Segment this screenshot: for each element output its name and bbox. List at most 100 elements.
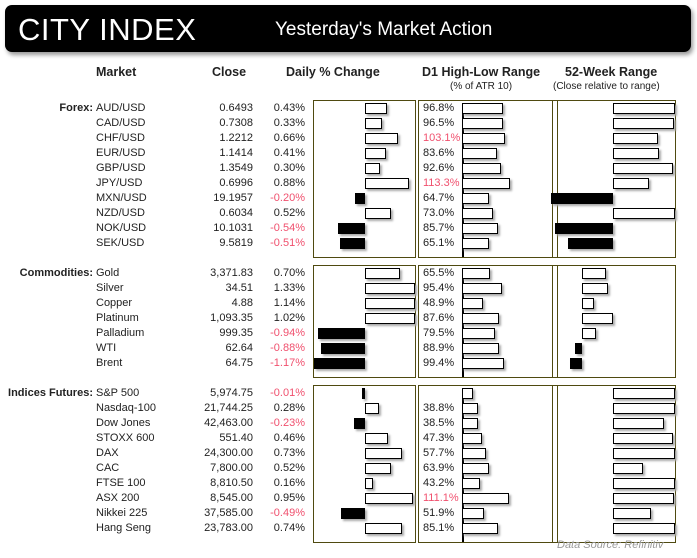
daily-change-bar xyxy=(365,208,391,219)
52-week-range-bar xyxy=(613,418,665,429)
daily-change-value: -0.23% xyxy=(270,417,305,429)
daily-change-value: 1.02% xyxy=(273,312,305,324)
market-name: AUD/USD xyxy=(96,102,146,114)
market-name: CAC xyxy=(96,462,120,474)
d1-range-value: 79.5% xyxy=(423,327,455,339)
d1-range-value: 65.5% xyxy=(423,267,455,279)
market-name: MXN/USD xyxy=(96,192,147,204)
daily-change-bar xyxy=(365,478,373,489)
close-value: 62.64 xyxy=(225,342,253,354)
daily-change-panel xyxy=(313,100,416,258)
market-name: ASX 200 xyxy=(96,492,140,504)
close-value: 1.2212 xyxy=(219,132,253,144)
d1-range-value: 47.3% xyxy=(423,432,455,444)
d1-range-bar xyxy=(462,283,503,294)
daily-change-value: -0.20% xyxy=(270,192,305,204)
52-week-range-bar xyxy=(613,508,652,519)
daily-change-bar xyxy=(365,163,380,174)
52-week-range-bar xyxy=(582,313,613,324)
market-name: Palladium xyxy=(96,327,145,339)
section-label: Forex: xyxy=(59,102,93,114)
daily-change-value: 1.33% xyxy=(273,282,305,294)
52-week-range-bar xyxy=(613,103,675,114)
d1-range-bar xyxy=(462,328,496,339)
market-name: Copper xyxy=(96,297,133,309)
close-value: 999.35 xyxy=(219,327,253,339)
d1-range-bar xyxy=(462,343,500,354)
market-name: S&P 500 xyxy=(96,387,140,399)
52-week-range-bar xyxy=(613,448,675,459)
d1-range-panel xyxy=(418,265,558,378)
daily-change-value: 0.88% xyxy=(273,177,305,189)
52-week-range-bar xyxy=(574,343,582,354)
daily-change-bar xyxy=(339,238,365,249)
section-label: Indices Futures: xyxy=(8,387,93,399)
d1-range-value: 96.5% xyxy=(423,117,455,129)
close-value: 1.1414 xyxy=(219,147,253,159)
d1-range-value: 43.2% xyxy=(423,477,455,489)
close-value: 21,744.25 xyxy=(204,402,253,414)
d1-range-value: 48.9% xyxy=(423,297,455,309)
column-subheader-52-week-range: (Close relative to range) xyxy=(553,81,660,92)
close-value: 8,545.00 xyxy=(210,492,253,504)
column-header-52-week-range: 52-Week Range xyxy=(565,65,658,79)
daily-change-value: 0.43% xyxy=(273,102,305,114)
d1-range-value: 113.3% xyxy=(423,177,460,189)
daily-change-value: 0.30% xyxy=(273,162,305,174)
section-label: Commodities: xyxy=(19,267,93,279)
d1-range-bar xyxy=(462,388,473,399)
52-week-range-bar xyxy=(613,163,674,174)
d1-range-bar xyxy=(462,223,498,234)
52-week-range-bar xyxy=(551,193,613,204)
daily-change-value: 0.41% xyxy=(273,147,305,159)
d1-range-value: 83.6% xyxy=(423,147,455,159)
d1-range-bar xyxy=(462,298,483,309)
daily-change-bar xyxy=(338,223,365,234)
market-name: DAX xyxy=(96,447,119,459)
column-header-d1-range: D1 High-Low Range xyxy=(422,65,541,79)
52-week-range-bar xyxy=(569,358,582,369)
market-name: Nasdaq-100 xyxy=(96,402,156,414)
daily-change-bar xyxy=(365,523,402,534)
market-name: WTI xyxy=(96,342,117,354)
d1-range-bar xyxy=(462,478,481,489)
daily-change-value: -0.88% xyxy=(270,342,305,354)
52-week-range-bar xyxy=(582,328,596,339)
daily-change-value: 0.73% xyxy=(273,447,305,459)
52-week-range-bar xyxy=(613,463,644,474)
d1-range-value: 96.8% xyxy=(423,102,455,114)
d1-range-bar xyxy=(462,268,490,279)
daily-change-bar xyxy=(365,148,386,159)
close-value: 64.75 xyxy=(225,357,253,369)
close-value: 7,800.00 xyxy=(210,462,253,474)
close-value: 19.1957 xyxy=(213,192,253,204)
52-week-range-panel xyxy=(552,385,676,543)
52-week-range-bar xyxy=(613,208,675,219)
market-name: Nikkei 225 xyxy=(96,507,148,519)
daily-change-bar xyxy=(340,508,365,519)
close-value: 23,783.00 xyxy=(204,522,253,534)
daily-change-value: 0.33% xyxy=(273,117,305,129)
d1-range-bar xyxy=(462,403,479,414)
market-name: Brent xyxy=(96,357,123,369)
d1-range-bar xyxy=(462,148,498,159)
close-value: 34.51 xyxy=(225,282,253,294)
d1-range-value: 38.5% xyxy=(423,417,455,429)
52-week-range-bar xyxy=(613,133,658,144)
d1-range-value: 87.6% xyxy=(423,312,455,324)
daily-change-bar xyxy=(321,343,365,354)
52-week-range-bar xyxy=(582,298,595,309)
market-name: NOK/USD xyxy=(96,222,147,234)
d1-range-bar xyxy=(462,508,484,519)
close-value: 4.88 xyxy=(231,297,253,309)
daily-change-bar xyxy=(365,133,398,144)
d1-range-value: 88.9% xyxy=(423,342,455,354)
daily-change-bar xyxy=(355,193,365,204)
52-week-range-bar xyxy=(613,178,649,189)
d1-range-bar xyxy=(462,238,490,249)
52-week-range-bar xyxy=(613,118,674,129)
daily-change-value: -0.49% xyxy=(270,507,305,519)
daily-change-bar xyxy=(365,178,409,189)
daily-change-bar xyxy=(365,268,400,279)
d1-range-bar xyxy=(462,133,506,144)
